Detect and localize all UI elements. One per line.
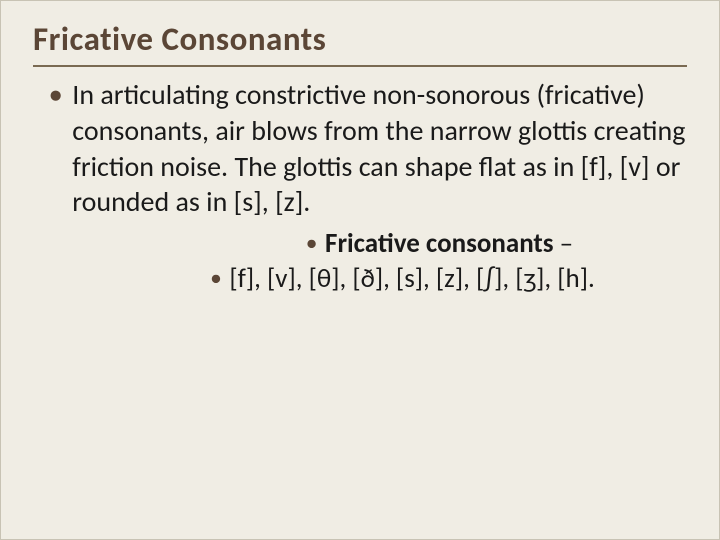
sub-item-text: Fricative consonants – [325,226,573,261]
body-list: ● In articulating constrictive non-sonor… [33,77,687,297]
body-text: In articulating constrictive non-sonorou… [72,77,685,219]
slide-title: Fricative Consonants [33,19,687,67]
bullet-icon: ● [210,261,221,295]
bullet-icon: ● [49,77,62,113]
bullet-icon: ● [306,226,317,260]
sub-label-tail: – [554,227,574,260]
sub-item-text: [f], [v], [θ], [ð], [s], [z], [∫], [ʒ], … [229,261,594,296]
list-item: ● [f], [v], [θ], [ð], [s], [z], [∫], [ʒ]… [72,261,687,296]
sub-label-bold: Fricative consonants [325,227,554,260]
sub-list: ● Fricative consonants – ● [f], [v], [θ]… [72,226,687,296]
list-item: ● In articulating constrictive non-sonor… [49,77,687,297]
slide: Fricative Consonants ● In articulating c… [0,0,720,540]
list-item: ● Fricative consonants – [72,226,687,261]
